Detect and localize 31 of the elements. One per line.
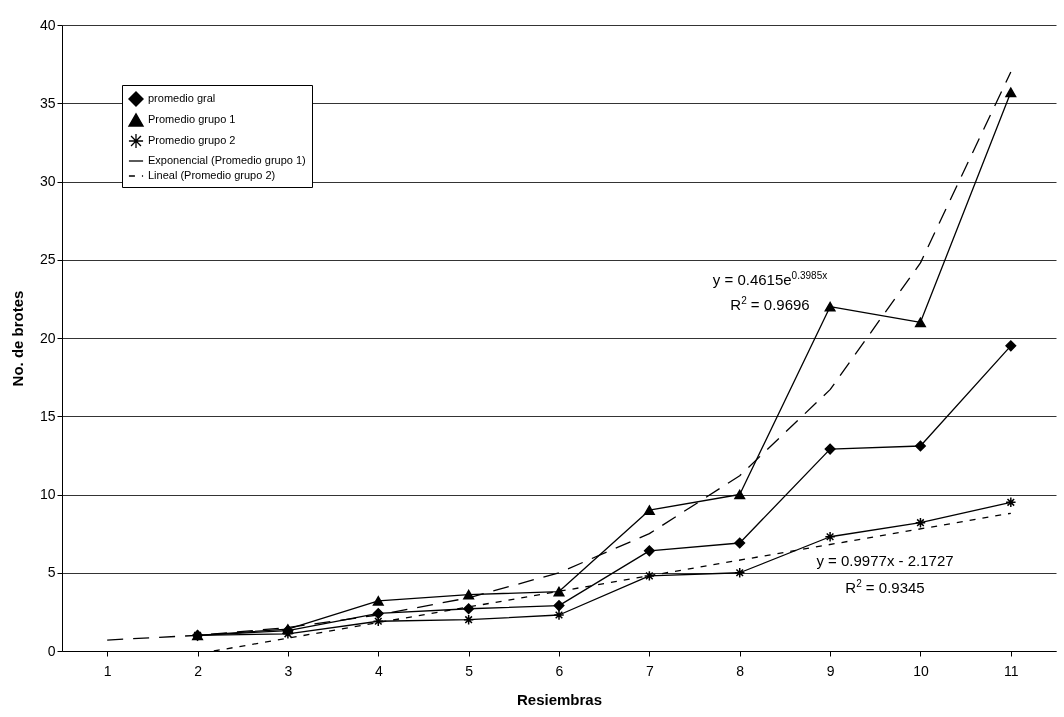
x-tick-label: 8 [736,662,745,679]
annotation: R$^{2}$ = 0.9345 [844,578,926,596]
annotation: R$^{2}$ = 0.9696 [729,295,811,313]
y-tick-label: 40 [39,16,56,33]
x-tick-label: 2 [194,662,203,679]
legend-label: promedio gral [148,92,216,104]
x-axis-title: Resiembras [516,690,603,708]
y-tick-label: 25 [39,251,56,268]
x-tick-label: 1 [103,662,112,679]
y-tick-label: 20 [39,329,56,346]
x-tick-label: 7 [645,662,654,679]
x-tick-label: 4 [374,662,383,679]
x-tick-label: 11 [1004,662,1019,679]
y-tick-label: 10 [39,486,56,502]
x-tick-label: 9 [826,662,835,679]
legend-label: Promedio grupo 1 [148,113,236,125]
legend-label: Exponencial (Promedio grupo 1) [148,154,306,166]
annotation: y = 0.9977x - 2.1727 [815,552,955,569]
annotation: y = 0.4615e$^{0.3985x}$ [711,270,829,288]
legend-label: Promedio grupo 2 [148,134,236,146]
x-tick-label: 5 [465,662,474,679]
y-tick-label: 30 [39,173,56,189]
y-tick-label: 15 [39,407,56,424]
y-tick-label: 5 [47,564,56,581]
legend-label: Lineal (Promedio grupo 2) [148,169,276,181]
y-axis-title: No. de brotes [8,290,26,387]
x-tick-label: 10 [913,662,929,679]
y-tick-label: 35 [39,94,56,111]
x-tick-label: 6 [555,662,564,679]
x-tick-label: 3 [284,662,293,679]
y-tick-label: 0 [47,642,56,659]
